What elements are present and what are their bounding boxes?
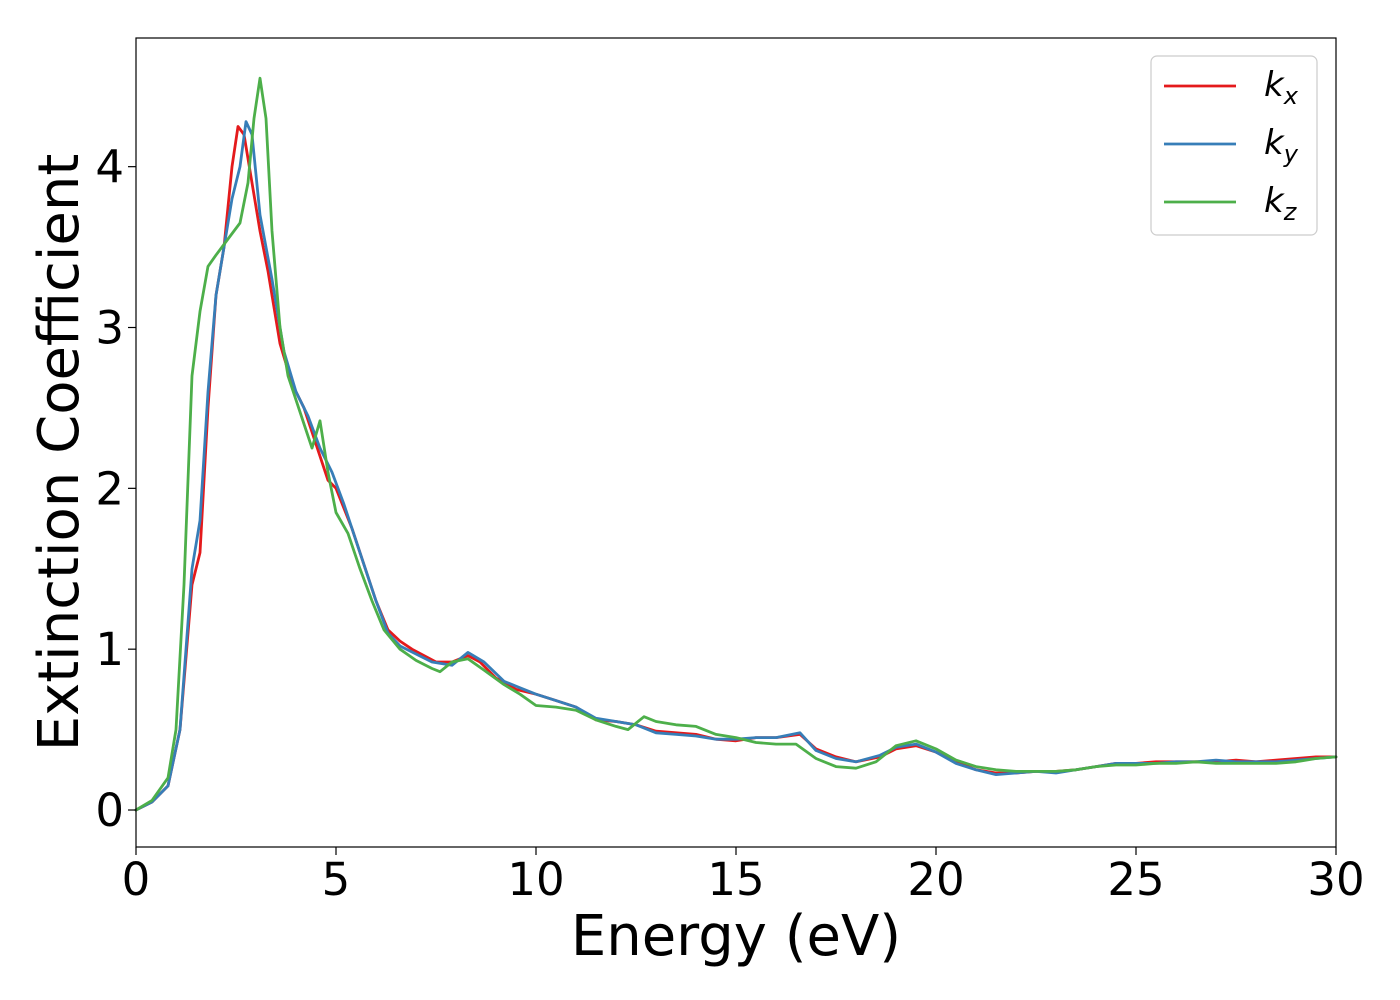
y-axis: 0 1 2 3 4 bbox=[95, 141, 136, 837]
legend-label-main: k bbox=[1264, 181, 1285, 221]
legend-label-main: k bbox=[1264, 65, 1285, 105]
legend-label-kz: kz bbox=[1264, 181, 1298, 226]
x-tick-label: 10 bbox=[507, 853, 564, 906]
legend-label-sub: x bbox=[1283, 82, 1299, 110]
legend-label-ky: ky bbox=[1264, 123, 1299, 168]
x-tick-label: 0 bbox=[122, 853, 151, 906]
legend-label-main: k bbox=[1264, 123, 1285, 163]
y-tick-label: 2 bbox=[95, 462, 124, 515]
y-tick-label: 4 bbox=[95, 141, 124, 194]
x-tick-label: 20 bbox=[907, 853, 964, 906]
y-tick-label: 1 bbox=[95, 623, 124, 676]
y-tick-label: 0 bbox=[95, 784, 124, 837]
legend-label-kx: kx bbox=[1264, 65, 1299, 110]
x-axis: 0 5 10 15 20 25 30 bbox=[122, 847, 1365, 906]
y-tick-label: 3 bbox=[95, 302, 124, 355]
y-axis-title: Extinction Coefficient bbox=[27, 154, 92, 752]
x-tick-label: 30 bbox=[1307, 853, 1364, 906]
x-axis-title: Energy (eV) bbox=[571, 904, 901, 969]
series-line-kz bbox=[134, 76, 1338, 812]
series-layer bbox=[134, 76, 1338, 812]
x-tick-label: 25 bbox=[1107, 853, 1164, 906]
legend-box bbox=[1150, 55, 1318, 236]
plot-area bbox=[134, 37, 1338, 848]
legend-label-sub: y bbox=[1283, 140, 1299, 168]
x-tick-label: 5 bbox=[322, 853, 351, 906]
legend-label-sub: z bbox=[1283, 198, 1298, 226]
x-tick-label: 15 bbox=[707, 853, 764, 906]
